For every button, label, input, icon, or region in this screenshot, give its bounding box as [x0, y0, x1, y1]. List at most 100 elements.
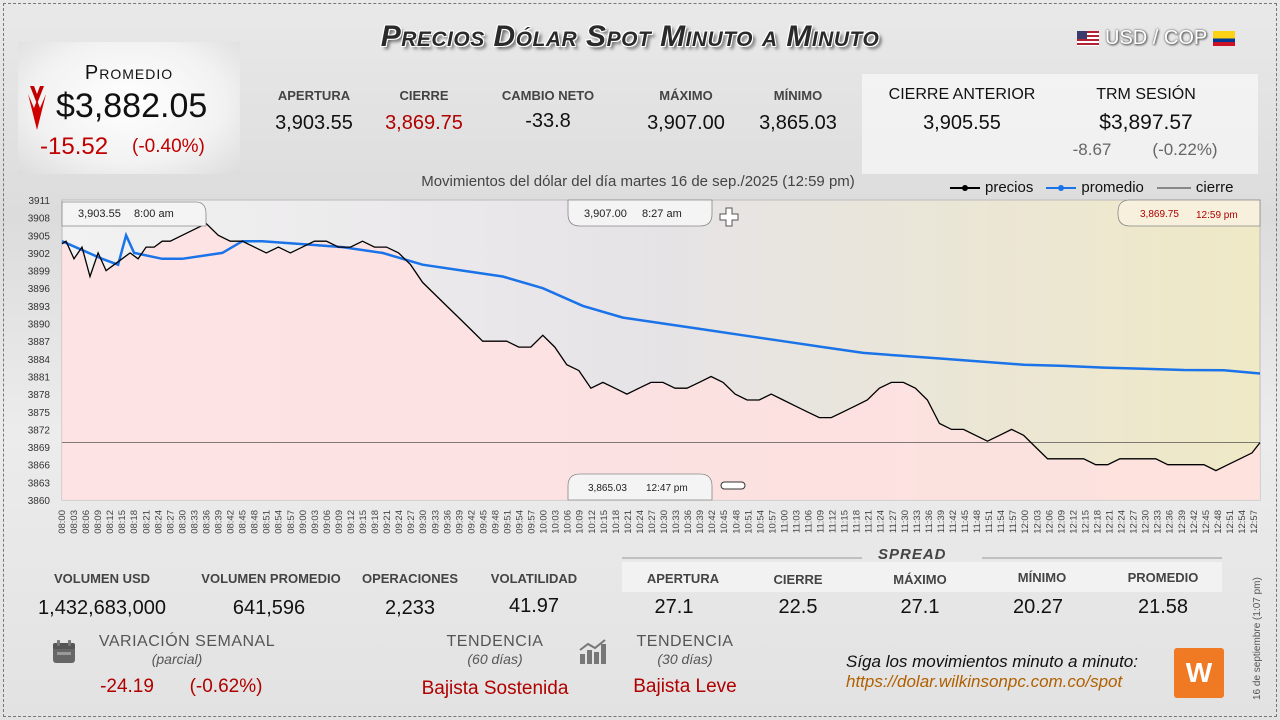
stat-cierre-value: 3,869.75 — [385, 112, 463, 134]
spread-title: SPREAD — [878, 546, 947, 563]
trm-label: TRM SESIÓN — [1096, 86, 1196, 103]
x-tick-label: 08:33 — [189, 510, 200, 534]
x-tick-label: 08:39 — [214, 510, 225, 534]
x-tick-label: 10:00 — [539, 510, 550, 534]
x-tick-label: 11:15 — [840, 510, 851, 533]
trend30-value: Bajista Leve — [633, 676, 737, 697]
x-tick-label: 09:00 — [298, 510, 309, 534]
x-tick-label: 10:51 — [743, 510, 754, 534]
x-tick-label: 11:12 — [828, 510, 839, 533]
x-tick-label: 09:42 — [466, 510, 477, 534]
x-tick-label: 12:54 — [1237, 510, 1248, 534]
promedio-line — [61, 231, 1261, 375]
x-tick-label: 11:00 — [779, 510, 790, 533]
trend60-label: TENDENCIA — [446, 633, 544, 650]
y-tick-label: 3884 — [28, 355, 51, 366]
callout-min-value: 3,865.03 — [588, 483, 627, 494]
spread-cierre-label: CIERRE — [773, 572, 823, 587]
x-tick-label: 10:39 — [695, 510, 706, 534]
operaciones-value: 2,233 — [384, 597, 436, 619]
weekly-sub: (parcial) — [151, 651, 203, 667]
callout-max-value: 3,907.00 — [584, 208, 627, 220]
x-tick-label: 09:33 — [430, 510, 441, 534]
zoom-handle[interactable] — [720, 481, 746, 490]
x-tick-label: 11:06 — [804, 510, 815, 533]
spread-header-lines — [622, 557, 1222, 559]
callout-min: 3,865.03 12:47 pm — [567, 473, 713, 501]
spread-header-bg — [622, 562, 1222, 592]
stat-maximo-label: MÁXIMO — [659, 88, 713, 103]
weekly-pct: (-0.62%) — [189, 676, 263, 697]
promedio-change: -15.52 — [40, 133, 109, 160]
x-tick-label: 12:09 — [1056, 510, 1067, 534]
trend30-sub: (30 días) — [657, 651, 713, 667]
x-tick-label: 12:51 — [1225, 510, 1236, 534]
x-tick-label: 11:24 — [876, 510, 887, 533]
callout-min-time: 12:47 pm — [646, 483, 688, 494]
stat-apertura-label: APERTURA — [277, 88, 351, 103]
x-tick-label: 08:30 — [177, 510, 188, 534]
stat-maximo-value: 3,907.00 — [647, 112, 725, 134]
x-tick-label: 08:03 — [69, 510, 80, 534]
x-tick-label: 11:03 — [791, 510, 802, 533]
currency-pair: USD / COP — [1077, 27, 1236, 50]
x-tick-label: 08:24 — [153, 510, 164, 534]
x-tick-label: 11:27 — [888, 510, 899, 533]
x-tick-label: 12:18 — [1092, 510, 1103, 534]
x-tick-label: 08:00 — [57, 510, 68, 534]
session-box — [862, 74, 1258, 174]
y-tick-label: 3896 — [28, 284, 51, 295]
x-tick-label: 10:06 — [563, 510, 574, 534]
volumen-promedio-label: VOLUMEN PROMEDIO — [201, 571, 341, 586]
x-tick-label: 09:09 — [334, 510, 345, 534]
x-tick-label: 09:54 — [515, 510, 526, 534]
volumen-usd-value: 1,432,683,000 — [38, 597, 166, 619]
x-tick-label: 08:36 — [201, 510, 212, 534]
stat-minimo-label: MÍNIMO — [773, 88, 823, 103]
spread-maximo-label: MÁXIMO — [893, 572, 947, 587]
price-chart[interactable]: 3911 3908 3905 3902 3899 3896 3893 3890 3887 3884… — [0, 196, 1276, 546]
callout-open-time: 8:00 am — [134, 208, 174, 220]
x-tick-label: 10:12 — [587, 510, 598, 534]
legend-cierre-label: cierre — [1195, 179, 1234, 196]
callout-last-value: 3,869.75 — [1140, 209, 1179, 220]
x-tick-label: 11:42 — [948, 510, 959, 533]
spread-promedio-label: PROMEDIO — [1127, 570, 1199, 585]
promedio-label: Promedio — [84, 62, 174, 84]
page-title: Precios Dólar Spot Minuto a Minuto — [380, 20, 880, 53]
x-tick-label: 09:27 — [406, 510, 417, 534]
y-tick-label: 3860 — [28, 496, 51, 507]
site-link[interactable]: https://dolar.wilkinsonpc.com.co/spot — [846, 672, 1123, 691]
timestamp-vertical: 16 de septiembre (1:07 pm) — [1252, 577, 1263, 700]
x-tick-label: 09:18 — [370, 510, 381, 534]
legend-promedio-label: promedio — [1081, 179, 1144, 196]
x-tick-label: 11:21 — [864, 510, 875, 533]
callout-max-time: 8:27 am — [642, 208, 682, 220]
operaciones-label: OPERACIONES — [361, 571, 459, 586]
x-tick-label: 09:03 — [310, 510, 321, 534]
x-tick-label: 08:45 — [238, 510, 249, 534]
x-tick-label: 10:54 — [755, 510, 766, 534]
x-tick-label: 09:24 — [394, 510, 405, 534]
y-tick-label: 3881 — [28, 372, 51, 383]
x-tick-label: 09:45 — [478, 510, 489, 534]
x-tick-label: 08:12 — [105, 510, 116, 534]
wilkinson-logo[interactable]: W — [1174, 648, 1224, 698]
cierre-anterior-label: CIERRE ANTERIOR — [888, 86, 1036, 103]
x-tick-label: 12:24 — [1117, 510, 1128, 534]
x-tick-label: 12:12 — [1068, 510, 1079, 534]
y-tick-label: 3875 — [28, 408, 51, 419]
chart-subtitle: Movimientos del dólar del día martes 16 … — [421, 173, 855, 190]
x-tick-label: 08:18 — [129, 510, 140, 534]
x-tick-label: 12:36 — [1165, 510, 1176, 534]
x-tick-label: 09:15 — [358, 510, 369, 534]
y-tick-label: 3869 — [28, 443, 51, 454]
y-tick-label: 3863 — [28, 478, 51, 489]
x-tick-label: 10:30 — [659, 510, 670, 534]
x-tick-label: 08:27 — [165, 510, 176, 534]
y-tick-label: 3908 — [28, 214, 51, 225]
x-tick-label: 10:33 — [671, 510, 682, 534]
crosshair-icon[interactable] — [719, 207, 739, 227]
x-tick-label: 12:30 — [1141, 510, 1152, 534]
